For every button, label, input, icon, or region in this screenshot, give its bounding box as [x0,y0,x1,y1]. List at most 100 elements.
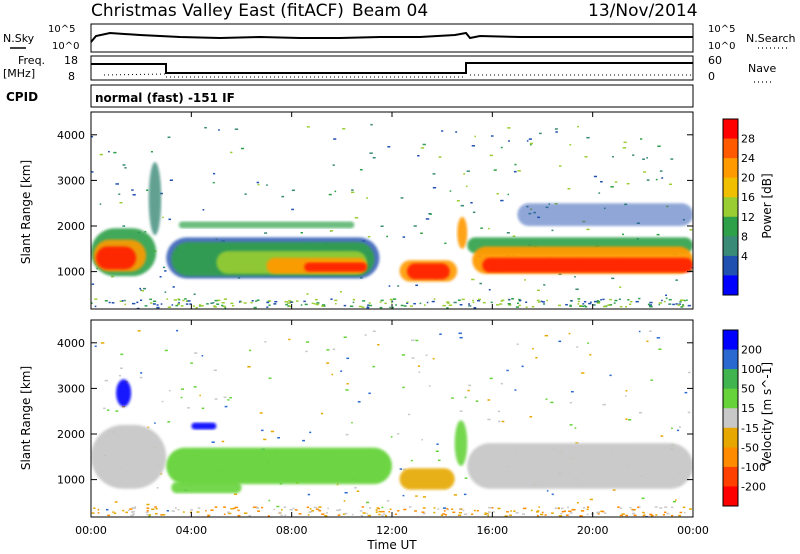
heatmap-cell [660,435,664,437]
heatmap-cell [256,299,260,301]
heatmap-cell [640,138,643,140]
heatmap-cell [119,300,124,302]
heatmap-cell [148,514,151,516]
heatmap-cell [682,506,686,509]
heatmap-cell [401,354,406,356]
heatmap-cell [499,303,503,305]
heatmap-cell [516,343,519,345]
heatmap-cell [668,183,672,186]
heatmap-cell [132,513,136,515]
heatmap-cell [114,501,118,503]
heatmap-cell [362,300,366,302]
heatmap-cell [306,293,309,295]
heatmap-cell [93,507,96,509]
heatmap-cell [655,514,658,516]
heatmap-cell [647,303,650,306]
heatmap-cell [646,340,649,343]
heatmap-cell [586,508,589,511]
heatmap-cell [381,514,384,517]
heatmap-cell [459,336,463,339]
heatmap-cell [456,200,460,202]
heatmap-cell [287,305,291,307]
freq-left-tick-bottom: 8 [68,70,75,83]
heatmap-cell [397,510,400,512]
cpid-panel-frame [90,84,694,108]
heatmap-cell [646,157,649,159]
heatmap-cell [582,507,586,509]
heatmap-cell [658,348,662,351]
heatmap-cell [420,147,425,149]
heatmap-cell [287,302,291,304]
heatmap-cell [537,289,540,292]
heatmap-cell [567,187,571,190]
colorbar-swatch [723,330,738,351]
heatmap-cell [177,298,180,300]
heatmap-cell [687,411,691,414]
heatmap-cell [619,305,623,308]
heatmap-cell [324,515,328,517]
heatmap-cell [561,510,565,513]
heatmap-cell [584,156,588,158]
heatmap-cell [467,443,693,489]
heatmap-cell [118,193,121,195]
heatmap-cell [567,506,569,509]
heatmap-cell [280,514,283,517]
heatmap-cell [377,343,380,346]
heatmap-cell [273,303,277,305]
heatmap-cell [108,301,111,304]
heatmap-cell [432,357,435,360]
heatmap-cell [176,329,179,332]
heatmap-cell [154,512,158,515]
heatmap-cell [213,369,217,372]
heatmap-cell [576,346,579,348]
heatmap-cell [446,307,449,309]
heatmap-cell [435,450,439,453]
heatmap-cell [400,197,404,199]
x-tick-label: 08:00 [276,524,308,537]
heatmap-cell [630,300,633,303]
plot-title: Christmas Valley East (fitACF) [91,1,344,21]
heatmap-cell [517,170,521,172]
heatmap-cell [237,509,240,512]
heatmap-cell [425,354,428,357]
heatmap-cell [487,399,491,401]
heatmap-cell [108,150,110,153]
heatmap-cell [515,512,519,514]
heatmap-cell [612,489,616,491]
heatmap-cell [206,303,209,305]
heatmap-cell [662,513,666,516]
heatmap-cell [257,183,260,186]
heatmap-cell [509,514,512,516]
heatmap-cell [390,436,393,438]
velocity-y-label: Slant Range [km] [19,366,33,470]
heatmap-cell [619,514,624,517]
heatmap-cell [320,412,324,415]
heatmap-cell [568,510,572,513]
heatmap-cell [146,507,150,509]
heatmap-cell [342,127,346,130]
heatmap-cell [633,514,637,517]
freq-right-label: Nave [748,62,776,75]
heatmap-cell [513,170,517,173]
heatmap-cell [459,410,463,412]
heatmap-cell [506,369,509,372]
heatmap-cell [668,298,672,301]
heatmap-cell [97,512,100,514]
heatmap-cell [121,300,124,302]
heatmap-cell [145,511,149,513]
heatmap-cell [518,304,521,307]
heatmap-cell [294,509,298,511]
velocity-heatmap [91,329,693,517]
heatmap-cell [596,302,601,304]
heatmap-cell [336,483,339,486]
heatmap-cell [173,299,178,301]
heatmap-cell [240,301,243,303]
heatmap-cell [577,300,580,303]
heatmap-cell [222,305,226,308]
heatmap-cell [228,512,232,515]
heatmap-cell [180,388,184,390]
heatmap-cell [496,192,499,195]
heatmap-cell [224,405,228,408]
heatmap-cell [569,144,572,146]
heatmap-cell [460,204,465,207]
